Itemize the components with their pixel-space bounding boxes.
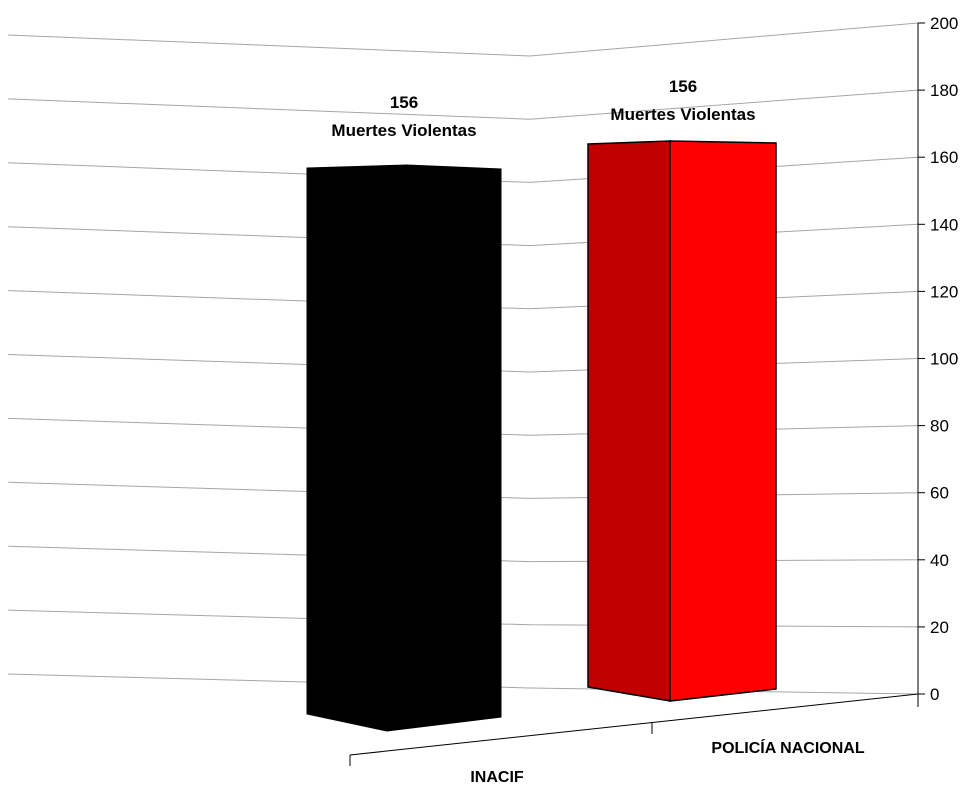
gridline-0 xyxy=(7,673,919,695)
gridline-8 xyxy=(7,156,919,183)
y-tick-label-1: 20 xyxy=(930,618,949,637)
x-tick-label-1: POLICÍA NACIONAL xyxy=(711,738,864,757)
y-tick-label-9: 180 xyxy=(930,81,958,100)
gridlines xyxy=(7,22,919,695)
gridline-3 xyxy=(7,481,919,499)
y-tick-label-2: 40 xyxy=(930,551,949,570)
y-tick-label-3: 60 xyxy=(930,484,949,503)
gridline-2 xyxy=(7,545,919,563)
y-tick-label-7: 140 xyxy=(930,215,958,234)
bar-inacif xyxy=(306,164,502,732)
gridline-7 xyxy=(7,223,919,247)
y-tick-label-5: 100 xyxy=(930,350,958,369)
data-label-value-1: 156 xyxy=(669,77,697,96)
gridline-1 xyxy=(7,609,919,628)
gridline-4 xyxy=(7,417,919,436)
x-tick-label-0: INACIF xyxy=(470,769,524,786)
gridline-5 xyxy=(7,354,919,373)
data-label-value-0: 156 xyxy=(390,93,418,112)
y-tick-label-4: 80 xyxy=(930,417,949,436)
data-label-text-1: Muertes Violentas xyxy=(610,105,755,124)
bar-polic-a-nacional-side xyxy=(587,140,671,702)
x-axis-line xyxy=(349,693,919,756)
labels: 156 Muertes Violentas 156 Muertes Violentas… xyxy=(331,77,864,786)
y-tick-label-10: 200 xyxy=(930,14,958,33)
y-tick-label-0: 0 xyxy=(930,685,939,704)
gridline-10 xyxy=(7,22,919,57)
y-tick-label-8: 160 xyxy=(930,148,958,167)
bar-polic-a-nacional xyxy=(669,140,777,702)
gridline-6 xyxy=(7,290,919,310)
y-tick-label-6: 120 xyxy=(930,282,958,301)
data-label-text-0: Muertes Violentas xyxy=(331,121,476,140)
bars xyxy=(306,140,777,732)
axes: 0 20 40 60 80 100 120 140 160 180 200 xyxy=(349,14,958,766)
gridline-9 xyxy=(7,89,919,120)
